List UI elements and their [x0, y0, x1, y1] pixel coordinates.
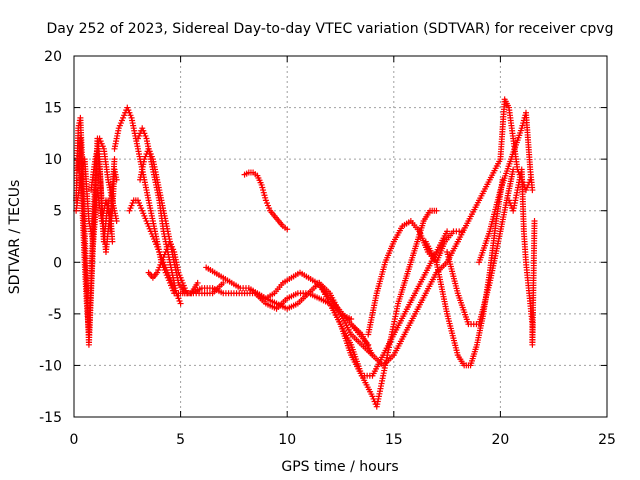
y-tick-label: -5 [48, 307, 62, 323]
series-late-cluster [505, 166, 538, 348]
data-point [529, 187, 536, 194]
y-tick-label: 20 [44, 49, 62, 65]
data-point [531, 218, 538, 225]
series-isolated-arc [241, 169, 291, 233]
x-tick-label: 10 [278, 432, 296, 448]
series-afternoon-dip-c [348, 238, 461, 369]
x-tick-label: 15 [385, 432, 403, 448]
data-point [220, 279, 227, 286]
data-marks [73, 96, 538, 410]
x-tick-label: 20 [491, 432, 509, 448]
series-evening-trough-b [444, 166, 517, 328]
data-point [284, 226, 291, 233]
data-point [444, 228, 451, 235]
data-point [113, 176, 120, 183]
data-point [113, 218, 120, 225]
y-tick-label: -15 [39, 410, 62, 426]
x-tick-label: 5 [176, 432, 185, 448]
x-tick-label: 25 [598, 432, 616, 448]
y-tick-label: 0 [53, 255, 62, 271]
series-evening-rise-b [476, 109, 536, 266]
y-tick-label: 5 [53, 204, 62, 220]
chart-title: Day 252 of 2023, Sidereal Day-to-day VTE… [47, 21, 614, 37]
data-point [111, 156, 118, 163]
series-evening-trough-a [422, 176, 506, 369]
data-point [177, 300, 184, 307]
series-afternoon-rise [365, 218, 466, 338]
data-point [173, 290, 180, 297]
plot-frame [73, 55, 608, 418]
y-tick-label: 15 [44, 101, 62, 117]
x-axis-title: GPS time / hours [281, 459, 398, 475]
series-morning-loop [145, 238, 190, 297]
x-tick-label: 0 [70, 432, 79, 448]
data-point [348, 316, 355, 323]
y-tick-label: 10 [44, 152, 62, 168]
data-point [194, 279, 201, 286]
data-point [109, 238, 116, 245]
y-axis-title: SDTVAR / TECUs [7, 180, 23, 295]
data-point [433, 207, 440, 214]
series-early-cluster-d [88, 135, 120, 225]
y-tick-label: -10 [39, 358, 62, 374]
